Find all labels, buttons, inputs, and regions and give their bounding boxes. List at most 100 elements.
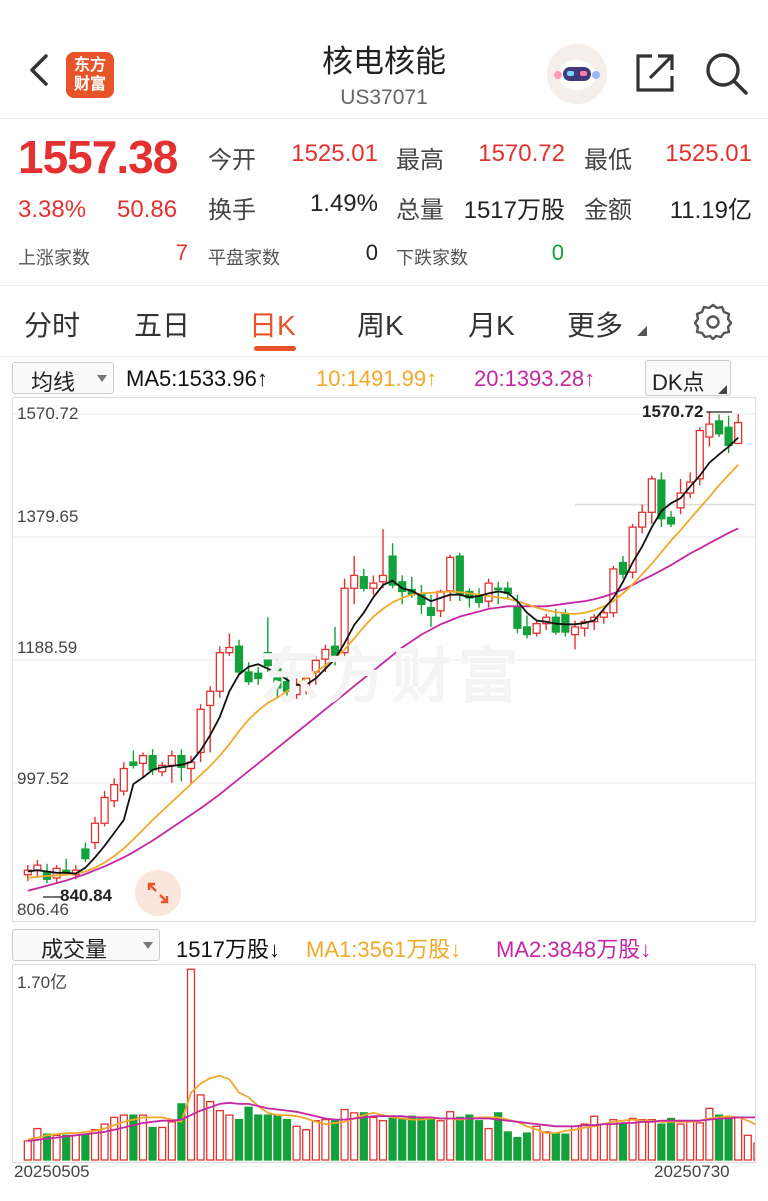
candle-body xyxy=(81,848,90,860)
candle-body xyxy=(206,690,215,707)
candle-body xyxy=(273,668,282,689)
eastmoney-logo[interactable]: 东方 财富 xyxy=(66,52,114,98)
dk-point-button[interactable]: DK点 xyxy=(645,360,731,396)
top-bar: 东方 财富 核电核能 US37071 xyxy=(0,0,768,118)
candle-body xyxy=(513,606,522,629)
ma10-value: 10:1491.99↑ xyxy=(316,366,438,391)
volume-bar xyxy=(446,1111,455,1161)
candle-body xyxy=(628,526,637,573)
volume-bar xyxy=(378,1120,388,1161)
volume-bar xyxy=(158,1126,167,1161)
volume-bar xyxy=(321,1118,330,1161)
ma5-value: MA5:1533.96↑ xyxy=(126,366,268,391)
volume-bar xyxy=(628,1117,637,1161)
y-label-max: 1570.72 xyxy=(17,404,79,423)
volume-bar xyxy=(81,1134,90,1161)
volume-bar xyxy=(369,1116,378,1161)
volume-max-label: 1.70亿 xyxy=(17,973,68,992)
date-start: 20250505 xyxy=(14,1162,90,1181)
low-label: 最低 xyxy=(584,147,632,174)
candle-body xyxy=(618,561,628,575)
tab-monthly-k[interactable]: 月K xyxy=(468,310,515,341)
volume-bar xyxy=(254,1114,263,1161)
volume-bar xyxy=(551,1132,560,1161)
volume-bar xyxy=(494,1112,503,1161)
candle-body xyxy=(638,511,647,528)
volume-bar xyxy=(734,1116,743,1161)
divider xyxy=(0,285,768,286)
kline-chart[interactable] xyxy=(12,397,756,922)
volume-bar xyxy=(417,1117,426,1161)
last-price: 1557.38 xyxy=(18,131,178,183)
tab-weekly-k[interactable]: 周K xyxy=(357,310,404,341)
candle-body xyxy=(647,478,656,513)
turnover-value: 1.49% xyxy=(309,190,378,217)
flat-count-label: 平盘家数 xyxy=(208,248,280,268)
candle-body xyxy=(23,869,32,876)
candle-body xyxy=(340,587,349,654)
share-icon[interactable] xyxy=(632,50,678,96)
volume-bar xyxy=(282,1118,292,1161)
volume-bar xyxy=(148,1126,157,1161)
volume-bar xyxy=(465,1114,474,1161)
volume-chart[interactable] xyxy=(12,964,756,1163)
y-label-3: 1188.59 xyxy=(17,638,78,657)
volume-ma1: MA1:3561万股↓ xyxy=(306,937,462,962)
amount-label: 金额 xyxy=(584,197,632,224)
volume-bar xyxy=(350,1112,359,1161)
volume-bar xyxy=(647,1118,656,1161)
volume-bar xyxy=(138,1114,148,1161)
candle-body xyxy=(234,645,244,673)
amount-value: 11.19亿 xyxy=(669,197,752,224)
volume-select[interactable]: 成交量 xyxy=(12,929,160,962)
volume-bar xyxy=(292,1125,301,1161)
volume-bar xyxy=(474,1120,484,1161)
volume-bar xyxy=(714,1114,724,1161)
volume-bar xyxy=(311,1120,320,1161)
divider xyxy=(0,118,768,119)
tab-more[interactable]: 更多 xyxy=(567,310,624,341)
more-corner-icon xyxy=(637,326,647,336)
ma-select[interactable]: 均线 xyxy=(12,362,114,395)
volume-bar xyxy=(177,1103,186,1161)
volume-bar xyxy=(618,1123,628,1161)
y-label-min: 806.46 xyxy=(17,900,69,919)
assistant-robot-icon[interactable] xyxy=(547,44,607,104)
volume-bar xyxy=(129,1114,138,1161)
volume-bar xyxy=(340,1108,349,1161)
tab-five-day[interactable]: 五日 xyxy=(134,310,191,341)
expand-icon[interactable] xyxy=(135,870,181,916)
candle-body xyxy=(724,426,733,447)
volume-bar xyxy=(599,1123,608,1161)
ma20-value: 20:1393.28↑ xyxy=(474,366,596,391)
candle-body xyxy=(455,555,464,596)
page-title: 核电核能 xyxy=(322,44,446,79)
tab-daily-k[interactable]: 日K xyxy=(249,310,296,341)
candle-body xyxy=(359,576,368,589)
watermark: 东方财富 xyxy=(260,643,524,710)
up-count-label: 上涨家数 xyxy=(18,248,90,268)
volume-bar xyxy=(263,1114,272,1161)
volume-ma2-line xyxy=(27,1101,755,1142)
candle-body xyxy=(657,479,666,520)
volume-bar xyxy=(638,1118,647,1161)
candle-body xyxy=(378,574,388,583)
tab-intraday[interactable]: 分时 xyxy=(24,310,81,341)
low-value: 1525.01 xyxy=(665,140,752,167)
settings-gear-icon[interactable] xyxy=(694,302,732,340)
search-icon[interactable] xyxy=(703,50,749,96)
volume-bar xyxy=(23,1140,32,1161)
candle-body xyxy=(119,767,128,792)
volume-bar xyxy=(503,1131,512,1161)
back-icon[interactable] xyxy=(24,50,54,90)
up-count-value: 7 xyxy=(175,240,188,265)
logo-line-1: 东方 xyxy=(73,57,106,74)
volume-bar xyxy=(196,1094,205,1161)
volume-bar xyxy=(244,1106,253,1161)
y-label-4: 997.52 xyxy=(17,769,69,788)
volume-bar xyxy=(561,1133,570,1161)
volume-bar xyxy=(206,1101,215,1161)
candle-body xyxy=(244,671,253,683)
volume-bar xyxy=(90,1129,100,1161)
volume-svg xyxy=(23,968,755,1161)
